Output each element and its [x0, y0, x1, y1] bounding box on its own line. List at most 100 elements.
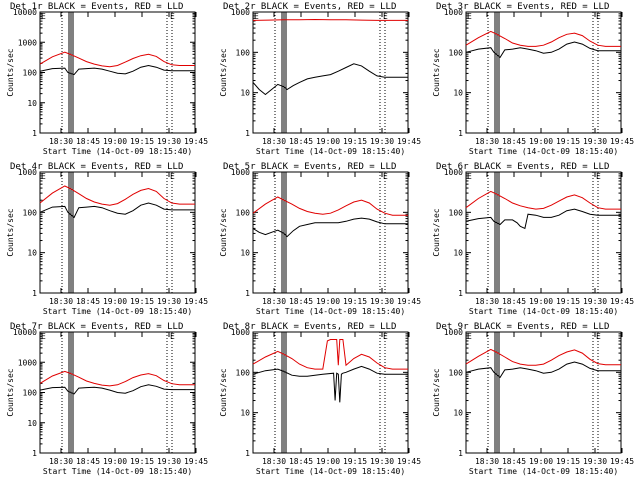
y-tick-label: 10 — [240, 409, 250, 418]
x-tick-label: 18:30 — [475, 457, 499, 466]
x-tick-label: 18:45 — [76, 297, 100, 306]
x-tick-label: 18:30 — [475, 137, 499, 146]
marker-annotation: E — [383, 332, 388, 341]
marker-annotation: E — [596, 12, 601, 21]
y-tick-label: 100 — [449, 208, 464, 217]
marker-annotation: E — [41, 332, 46, 341]
y-tick-label: 1000 — [444, 8, 463, 17]
x-tick-label: 19:00 — [103, 297, 127, 306]
x-tick-label: 19:00 — [103, 137, 127, 146]
y-tick-label: 1 — [458, 129, 463, 138]
x-tick-label: 19:15 — [556, 297, 580, 306]
y-tick-label: 10000 — [13, 328, 37, 337]
x-tick-label: 18:30 — [475, 297, 499, 306]
marker-annotation: E — [383, 172, 388, 181]
marker-annotation: E — [170, 172, 175, 181]
y-tick-label: 10 — [27, 99, 37, 108]
plot-frame — [465, 11, 622, 134]
y-tick-label: 100 — [236, 208, 251, 217]
x-tick-label: 19:45 — [610, 457, 634, 466]
x-axis-label: Start Time (14-Oct-09 18:15:40) — [43, 147, 192, 156]
y-tick-label: 1000 — [18, 358, 37, 367]
x-axis-label: Start Time (14-Oct-09 18:15:40) — [469, 467, 618, 476]
marker-annotation: E — [467, 172, 472, 181]
x-tick-label: 19:00 — [316, 137, 340, 146]
events-series-line — [252, 217, 408, 238]
y-tick-label: 10 — [453, 409, 463, 418]
panel-title: Det 3r BLACK = Events, RED = LLD — [436, 2, 609, 12]
x-tick-label: 19:15 — [556, 137, 580, 146]
x-axis-label: Start Time (14-Oct-09 18:15:40) — [256, 147, 405, 156]
y-tick-label: 1 — [458, 289, 463, 298]
y-tick-label: 100 — [23, 389, 38, 398]
y-tick-label: 10 — [27, 249, 37, 258]
marker-annotation: E — [467, 332, 472, 341]
x-tick-label: 19:00 — [529, 457, 553, 466]
x-tick-label: 19:30 — [157, 297, 181, 306]
events-series-line — [465, 361, 621, 379]
x-tick-label: 19:00 — [529, 137, 553, 146]
y-tick-label: 10000 — [13, 8, 37, 17]
plot-frame — [465, 331, 622, 454]
panel-title: Det 5r BLACK = Events, RED = LLD — [223, 162, 396, 172]
panel-title: Det 8r BLACK = Events, RED = LLD — [223, 322, 396, 332]
plot-frame — [252, 11, 409, 134]
marker-annotation: E — [170, 12, 175, 21]
x-tick-label: 19:45 — [397, 137, 421, 146]
marker-annotation: E — [254, 12, 259, 21]
lld-series-line — [39, 51, 195, 68]
plot-frame — [252, 171, 409, 294]
x-tick-label: 18:45 — [502, 297, 526, 306]
lld-series-line — [252, 196, 408, 216]
y-tick-label: 1000 — [231, 8, 250, 17]
panel-title: Det 1r BLACK = Events, RED = LLD — [10, 2, 183, 12]
x-tick-label: 19:00 — [316, 297, 340, 306]
y-tick-label: 1 — [245, 449, 250, 458]
events-series-line — [39, 384, 195, 395]
panel-title: Det 9r BLACK = Events, RED = LLD — [436, 322, 609, 332]
lld-series-line — [252, 339, 408, 370]
panel-title: Det 6r BLACK = Events, RED = LLD — [436, 162, 609, 172]
y-tick-label: 100 — [236, 48, 251, 57]
y-tick-label: 10 — [240, 89, 250, 98]
marker-annotation: E — [170, 332, 175, 341]
x-tick-label: 18:45 — [502, 137, 526, 146]
x-axis-label: Start Time (14-Oct-09 18:15:40) — [43, 467, 192, 476]
x-tick-label: 19:45 — [397, 297, 421, 306]
y-tick-label: 10 — [453, 89, 463, 98]
panel-title: Det 4r BLACK = Events, RED = LLD — [10, 162, 183, 172]
x-tick-label: 19:45 — [184, 457, 208, 466]
marker-annotation: E — [41, 12, 46, 21]
panel-title: Det 2r BLACK = Events, RED = LLD — [223, 2, 396, 12]
y-tick-label: 10 — [27, 419, 37, 428]
x-tick-label: 19:30 — [157, 137, 181, 146]
y-tick-label: 1 — [32, 129, 37, 138]
events-series-line — [39, 64, 195, 76]
lld-series-line — [252, 18, 408, 21]
x-tick-label: 19:00 — [529, 297, 553, 306]
marker-annotation: E — [254, 172, 259, 181]
marker-annotation: E — [596, 172, 601, 181]
marker-annotation: E — [383, 12, 388, 21]
y-axis-label: Counts/sec — [219, 368, 228, 416]
x-tick-label: 18:45 — [289, 137, 313, 146]
plot-frame — [39, 171, 196, 294]
y-tick-label: 1000 — [18, 38, 37, 47]
lld-series-line — [465, 30, 621, 47]
y-tick-label: 10 — [240, 249, 250, 258]
x-tick-label: 19:15 — [343, 137, 367, 146]
x-tick-label: 19:15 — [343, 457, 367, 466]
panel-title: Det 7r BLACK = Events, RED = LLD — [10, 322, 183, 332]
y-axis-label: Counts/sec — [6, 368, 15, 416]
x-tick-label: 19:45 — [610, 137, 634, 146]
x-axis-label: Start Time (14-Oct-09 18:15:40) — [469, 307, 618, 316]
y-tick-label: 100 — [236, 368, 251, 377]
x-tick-label: 19:45 — [610, 297, 634, 306]
events-series-line — [252, 365, 408, 403]
x-tick-label: 19:30 — [370, 297, 394, 306]
